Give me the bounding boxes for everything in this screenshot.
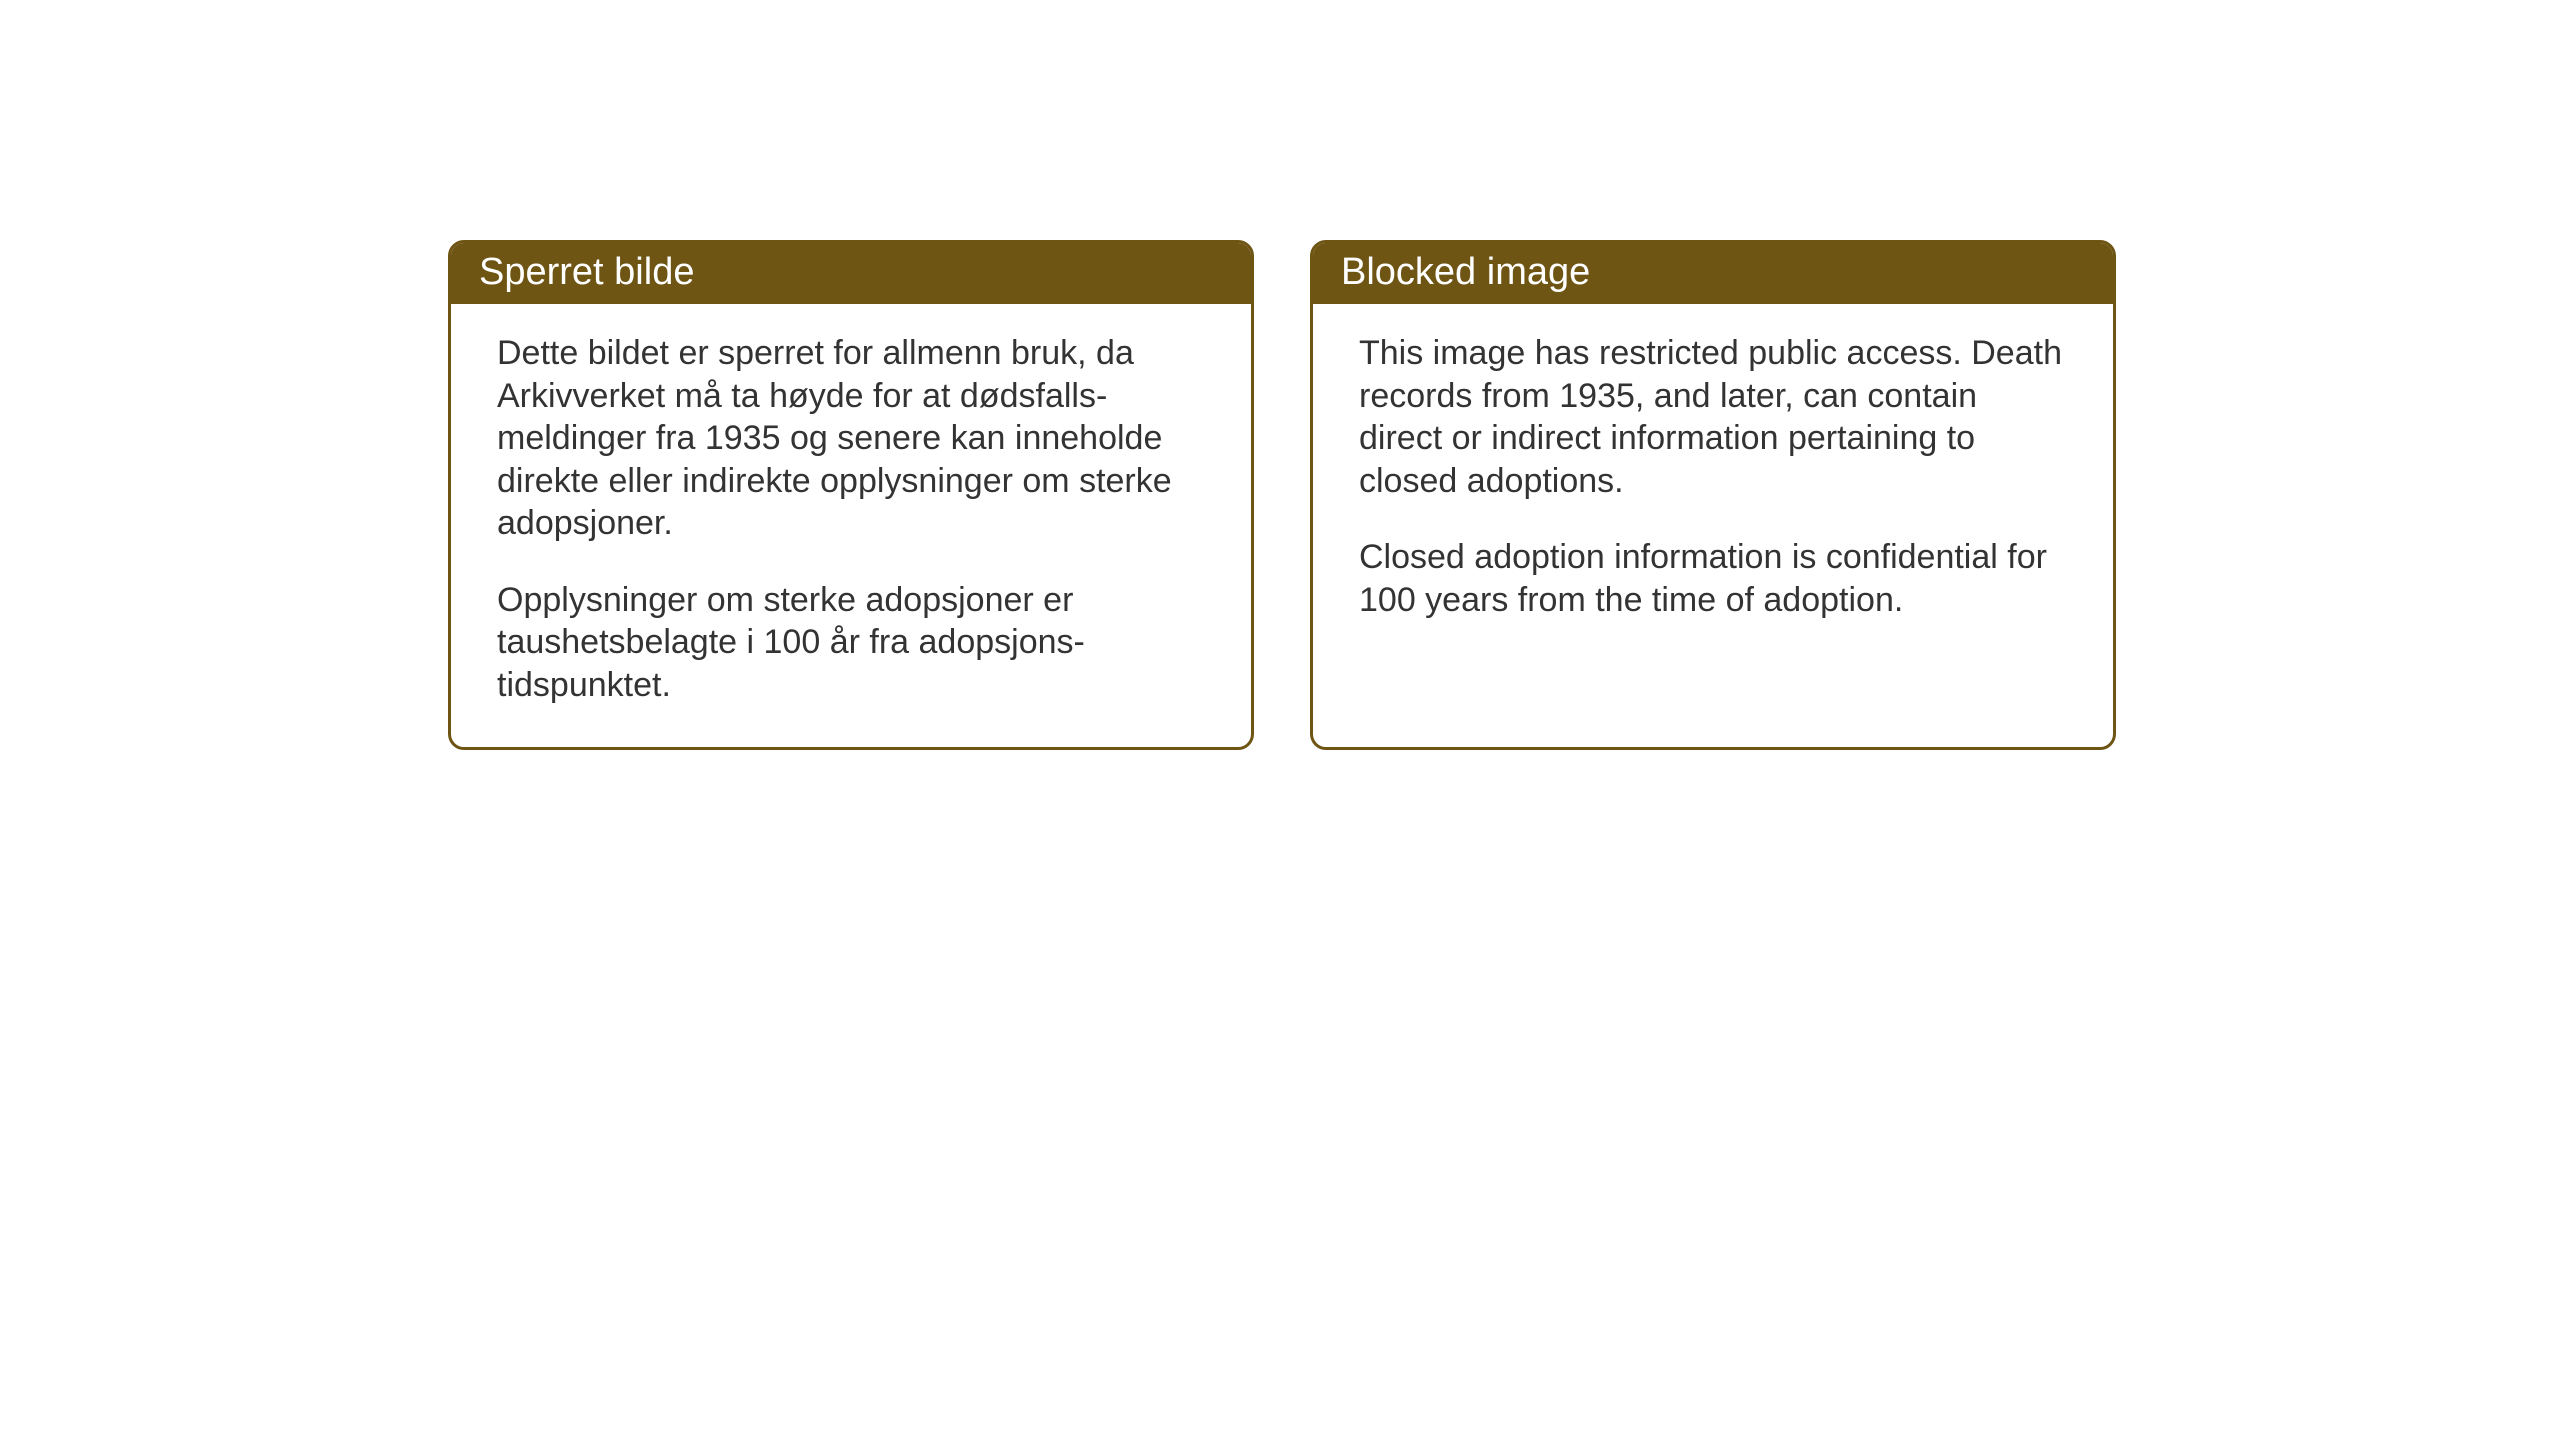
notice-paragraph-2-norwegian: Opplysninger om sterke adopsjoner er tau… xyxy=(497,579,1205,707)
notice-card-english: Blocked image This image has restricted … xyxy=(1310,240,2116,750)
notice-paragraph-1-norwegian: Dette bildet er sperret for allmenn bruk… xyxy=(497,332,1205,545)
notice-container: Sperret bilde Dette bildet er sperret fo… xyxy=(448,240,2116,750)
notice-card-norwegian: Sperret bilde Dette bildet er sperret fo… xyxy=(448,240,1254,750)
notice-header-english: Blocked image xyxy=(1313,243,2113,304)
notice-paragraph-1-english: This image has restricted public access.… xyxy=(1359,332,2067,502)
notice-body-english: This image has restricted public access.… xyxy=(1313,304,2113,661)
notice-paragraph-2-english: Closed adoption information is confident… xyxy=(1359,536,2067,621)
notice-header-norwegian: Sperret bilde xyxy=(451,243,1251,304)
notice-body-norwegian: Dette bildet er sperret for allmenn bruk… xyxy=(451,304,1251,746)
